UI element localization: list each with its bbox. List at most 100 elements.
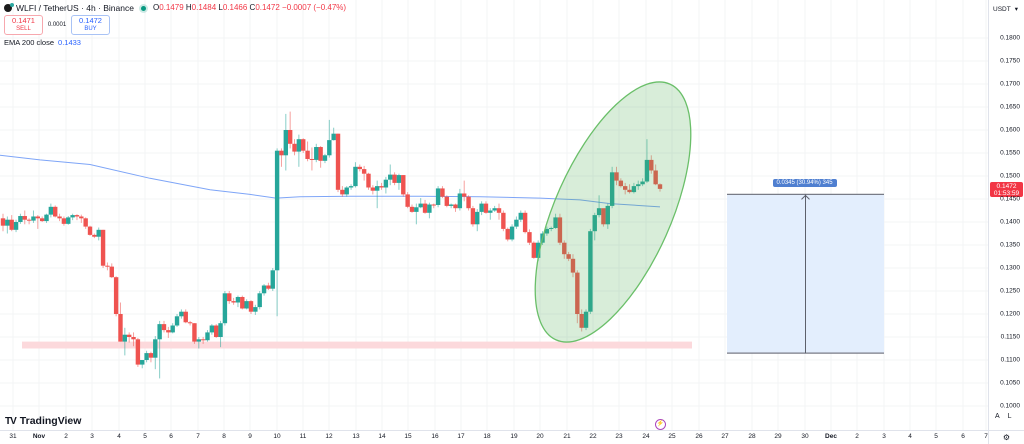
- candle-up: [636, 184, 641, 187]
- candle-up: [144, 353, 149, 360]
- candle-up: [418, 203, 423, 208]
- price-tick-label: 0.1050: [1000, 379, 1020, 387]
- time-tick-label: 7: [196, 433, 200, 440]
- time-tick-label: 5: [143, 433, 147, 440]
- candle-down: [649, 159, 654, 171]
- time-tick-label: 14: [378, 433, 386, 440]
- price-tick-label: 0.1700: [1000, 80, 1020, 88]
- candle-down: [522, 212, 528, 233]
- candle-up: [296, 139, 302, 152]
- candle-down: [22, 216, 27, 220]
- time-tick-label: Dec: [825, 433, 837, 440]
- lightning-icon[interactable]: ⚡: [655, 419, 666, 430]
- candle-up: [261, 285, 267, 294]
- symbol-title[interactable]: WLFI / TetherUS · 4h · Binance: [16, 3, 134, 13]
- price-tick-label: 0.1750: [1000, 57, 1020, 65]
- ema-200-line: [0, 154, 661, 208]
- price-tick-label: 0.1100: [1000, 356, 1020, 364]
- candle-down: [161, 324, 167, 331]
- candle-down: [0, 218, 6, 226]
- chevron-down-icon: ▾: [1014, 6, 1018, 13]
- candle-up: [488, 210, 493, 213]
- price-tick-label: 0.1150: [1000, 333, 1020, 341]
- candle-down: [105, 265, 110, 267]
- time-tick-label: 2: [64, 433, 68, 440]
- candle-up: [414, 207, 419, 212]
- candle-up: [48, 206, 54, 215]
- candle-down: [305, 150, 310, 159]
- candle-down: [444, 196, 450, 206]
- candle-up: [509, 226, 515, 240]
- candle-down: [462, 193, 467, 197]
- candle-up: [196, 339, 201, 342]
- price-range-measure[interactable]: [727, 193, 884, 354]
- time-scale[interactable]: 31 Nov 2 3 4 5 6 7 8 9 10 11 12 13 14 15 16 17 18 19 20 21 22 2…: [0, 430, 989, 444]
- candle-down: [392, 174, 397, 183]
- price-scale[interactable]: USDT ▾ 0.1472 01:53:59 A L 0.1800 0.1750 0…: [988, 0, 1024, 430]
- ohlc-values: O0.1479 H0.1484 L0.1466 C0.1472 −0.0007 …: [153, 3, 346, 13]
- candle-up: [640, 181, 645, 185]
- candle-up: [588, 231, 593, 312]
- tradingview-logo[interactable]: TV TradingView: [5, 415, 81, 427]
- candle-up: [475, 211, 480, 225]
- candle-up: [327, 140, 332, 156]
- price-tick-label: 0.1500: [1000, 172, 1020, 180]
- auto-scale-button[interactable]: A: [995, 413, 1000, 420]
- sell-button[interactable]: 0.1471 SELL: [4, 15, 43, 35]
- candle-down: [61, 218, 67, 224]
- time-tick-label: 9: [248, 433, 252, 440]
- candle-up: [553, 217, 558, 228]
- time-tick-label: 4: [117, 433, 121, 440]
- candle-down: [340, 189, 345, 195]
- currency-selector[interactable]: USDT ▾: [993, 5, 1018, 14]
- market-open-status-icon: [140, 5, 146, 11]
- candle-down: [357, 166, 362, 170]
- time-tick-label: 10: [273, 433, 281, 440]
- time-tick-label: 11: [299, 433, 307, 440]
- candle-down: [9, 219, 14, 230]
- time-tick-label: 18: [483, 433, 491, 440]
- candle-down: [166, 330, 171, 333]
- candle-down: [470, 208, 476, 225]
- candle-up: [174, 316, 180, 326]
- candle-up: [374, 186, 380, 191]
- log-scale-button[interactable]: L: [1007, 413, 1012, 420]
- chart-canvas[interactable]: [0, 0, 989, 430]
- time-tick-label: 2: [855, 433, 859, 440]
- candle-down: [422, 203, 428, 213]
- low-label: L: [218, 3, 223, 12]
- candle-down: [240, 296, 245, 309]
- candle-down: [126, 334, 132, 337]
- candle-down: [579, 314, 584, 328]
- time-tick-label: 29: [774, 433, 782, 440]
- candle-up: [448, 204, 454, 206]
- candle-up: [283, 130, 289, 156]
- candle-up: [492, 208, 497, 211]
- candle-down: [26, 219, 32, 221]
- candle-down: [227, 293, 232, 302]
- indicator-value: 0.1433: [58, 38, 81, 47]
- currency-label: USDT: [993, 5, 1011, 13]
- time-tick-label: 12: [325, 433, 333, 440]
- price-tick-label: 0.1300: [1000, 264, 1020, 272]
- change-value: −0.0007 (−0.47%): [282, 3, 347, 12]
- candle-up: [170, 325, 175, 333]
- candle-up: [222, 293, 228, 324]
- buy-label: BUY: [84, 26, 97, 32]
- buy-button[interactable]: 0.1472 BUY: [71, 15, 110, 35]
- price-tick-label: 0.1450: [1000, 195, 1020, 203]
- indicator-legend-ema[interactable]: EMA 200 close 0.1433: [4, 38, 346, 48]
- symbol-logo-icon: [4, 3, 14, 12]
- time-tick-label: 30: [801, 433, 809, 440]
- time-tick-label: 26: [695, 433, 703, 440]
- trade-buttons: 0.1471 SELL 0.0001 0.1472 BUY: [4, 15, 346, 35]
- candle-down: [557, 217, 563, 243]
- support-zone-rectangle[interactable]: [22, 341, 692, 349]
- highlight-ellipse[interactable]: [503, 61, 723, 364]
- candle-down: [57, 216, 62, 219]
- candle-up: [270, 270, 275, 289]
- settings-gear-icon[interactable]: ⚙: [988, 430, 1024, 444]
- candle-up: [331, 133, 336, 141]
- candle-down: [653, 170, 658, 185]
- candle-down: [370, 187, 376, 191]
